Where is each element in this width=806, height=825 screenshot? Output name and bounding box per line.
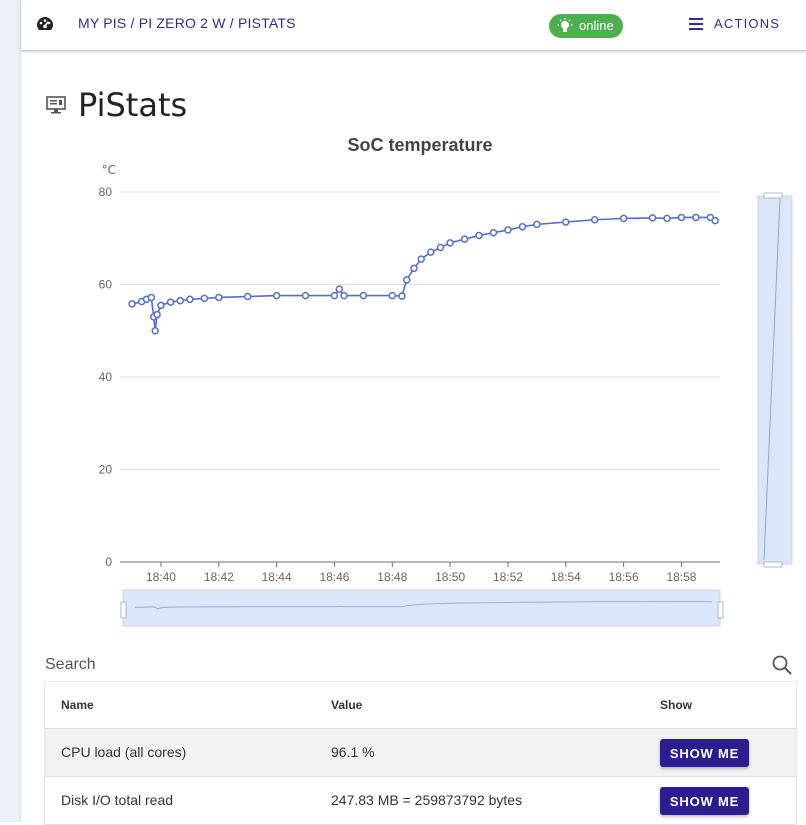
data-point <box>398 292 406 300</box>
lightbulb-icon <box>557 18 573 32</box>
actions-label: ACTIONS <box>714 16 781 31</box>
x-tick-label: 18:56 <box>609 570 639 584</box>
data-point <box>711 216 719 225</box>
data-point <box>147 293 156 302</box>
data-point <box>215 293 223 302</box>
y-tick-label: 0 <box>105 555 112 569</box>
data-point <box>460 235 469 243</box>
data-point <box>427 248 435 256</box>
series-line <box>131 216 716 331</box>
stats-table: Name Value Show CPU load (all cores) 96.… <box>44 681 797 825</box>
x-tick-label: 18:54 <box>551 570 581 584</box>
data-point <box>692 213 700 222</box>
y-tick-label: 80 <box>99 185 113 199</box>
temperature-chart: SoC temperature 0 20 40 60 80 18:40 18:42 18:44… <box>40 130 806 630</box>
breadcrumb-separator: / <box>126 15 139 31</box>
y-tick-label: 20 <box>99 463 113 477</box>
y-zoom-slider <box>757 195 793 565</box>
data-point <box>518 222 527 231</box>
data-point <box>446 239 454 247</box>
y-axis-unit: °C <box>102 163 116 177</box>
chart-canvas[interactable]: 0 20 40 60 80 18:40 18:42 18:44 18:46 18:48 18:50 1… <box>40 130 806 630</box>
data-point <box>436 243 445 252</box>
breadcrumb-separator: / <box>225 15 238 31</box>
search-bar: Search <box>45 652 795 678</box>
show-me-button[interactable]: SHOW ME <box>660 787 749 815</box>
chart-title: SoC temperature <box>347 135 493 155</box>
y-tick-label: 60 <box>99 278 113 292</box>
table-row: Disk I/O total read 247.83 MB = 25987379… <box>45 777 796 825</box>
data-point <box>272 291 281 300</box>
data-point <box>475 231 483 240</box>
x-tick-label: 18:44 <box>262 570 292 584</box>
y-zoom-handle-top <box>763 192 783 199</box>
x-zoom-handle-left <box>120 601 127 619</box>
data-point <box>590 216 599 224</box>
page-title: PiStats <box>78 86 188 124</box>
data-point <box>153 310 161 319</box>
x-zoom-slider <box>122 589 721 627</box>
x-zoom-handle-right <box>717 601 724 619</box>
data-point <box>340 291 348 300</box>
x-tick-label: 18:42 <box>204 570 234 584</box>
x-zoom-preview <box>134 601 713 610</box>
menu-icon <box>689 18 703 30</box>
data-point <box>186 295 194 304</box>
x-tick-label: 18:48 <box>377 570 407 584</box>
breadcrumb-item-pistats[interactable]: PISTATS <box>237 15 296 31</box>
data-point <box>330 291 339 300</box>
data-point <box>157 301 165 310</box>
data-point <box>619 214 628 223</box>
x-tick-label: 18:40 <box>146 570 176 584</box>
y-zoom-preview <box>763 197 781 561</box>
breadcrumb-item-my-pis[interactable]: MY PIS <box>78 15 127 31</box>
search-label: Search <box>45 656 96 673</box>
row-name: CPU load (all cores) <box>61 744 187 760</box>
dashboard-icon[interactable] <box>35 14 55 34</box>
search-icon[interactable] <box>771 654 793 676</box>
data-point <box>200 294 209 303</box>
row-name: Disk I/O total read <box>61 792 174 808</box>
data-point <box>410 264 418 273</box>
data-point <box>166 298 175 306</box>
monitor-icon <box>46 96 66 114</box>
y-tick-label: 40 <box>99 370 113 384</box>
table-header: Name Value Show <box>45 682 796 729</box>
data-point <box>388 291 397 300</box>
side-rail <box>0 0 21 822</box>
data-point <box>176 296 184 305</box>
data-point <box>562 218 570 226</box>
row-value: 96.1 % <box>331 744 375 760</box>
data-point <box>417 255 425 263</box>
data-point <box>128 300 136 308</box>
x-tick-label: 18:46 <box>319 570 349 584</box>
status-text: online <box>579 18 614 33</box>
data-point <box>677 213 686 222</box>
data-point <box>301 291 310 300</box>
data-point <box>359 291 368 300</box>
data-point <box>648 214 657 222</box>
y-zoom-handle-bottom <box>763 561 783 568</box>
x-tick-label: 18:52 <box>493 570 523 584</box>
top-app-bar: MY PIS / PI ZERO 2 W / PISTATS online AC… <box>21 0 806 51</box>
row-value: 247.83 MB = 259873792 bytes <box>331 792 523 808</box>
data-point <box>489 228 498 237</box>
breadcrumb-item-pi-zero-2-w[interactable]: PI ZERO 2 W <box>138 15 226 31</box>
column-header-value: Value <box>331 698 363 712</box>
data-point <box>533 220 541 229</box>
status-badge: online <box>549 14 623 38</box>
data-point <box>663 214 671 223</box>
column-header-show: Show <box>660 698 692 712</box>
x-tick-label: 18:50 <box>435 570 465 584</box>
data-point <box>151 327 159 335</box>
column-header-name: Name <box>61 698 94 712</box>
data-point <box>504 226 512 234</box>
data-point <box>243 292 252 301</box>
table-row: CPU load (all cores) 96.1 % SHOW ME <box>45 729 796 777</box>
breadcrumb: MY PIS / PI ZERO 2 W / PISTATS <box>78 15 296 31</box>
x-tick-label: 18:58 <box>666 570 696 584</box>
show-me-button[interactable]: SHOW ME <box>660 739 749 767</box>
data-point <box>402 276 411 284</box>
data-point <box>335 285 344 293</box>
